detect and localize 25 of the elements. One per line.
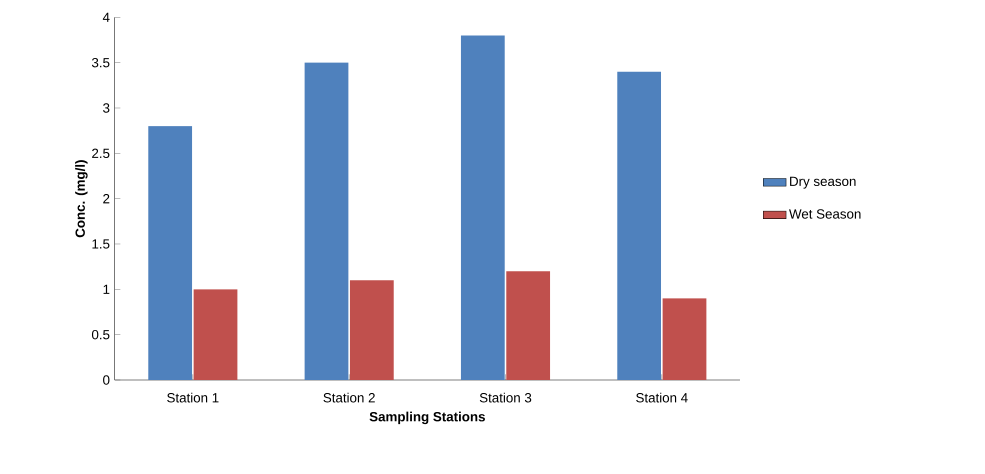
legend-label: Wet Season [789,209,860,219]
y-tick-label: 2.5 [92,148,110,158]
x-axis-title: Sampling Stations [370,412,485,424]
x-tick-label: Station 2 [323,392,375,402]
bar [148,126,192,380]
bar [506,271,550,380]
y-tick-label: 4 [102,12,110,22]
bar [350,280,394,380]
y-tick-label: 3 [103,103,110,113]
bar [460,35,505,380]
bar [617,72,662,380]
y-tick-label: 0.5 [92,330,110,340]
y-tick-label: 1.5 [92,239,110,249]
x-tick-label: Station 3 [480,392,532,402]
y-tick-label: 3.5 [92,58,110,68]
x-tick-label: Station 4 [636,392,688,402]
bar [662,298,706,380]
y-tick-label: 2 [103,194,110,204]
y-tick-label: 0 [103,375,110,385]
y-tick-label: 1 [104,284,110,294]
bar [304,62,348,380]
x-tick-label: Station 1 [167,392,218,402]
bar [194,289,238,380]
legend-label: Dry season [790,176,856,189]
y-axis-title: Conc. (mg/l) [75,160,88,238]
